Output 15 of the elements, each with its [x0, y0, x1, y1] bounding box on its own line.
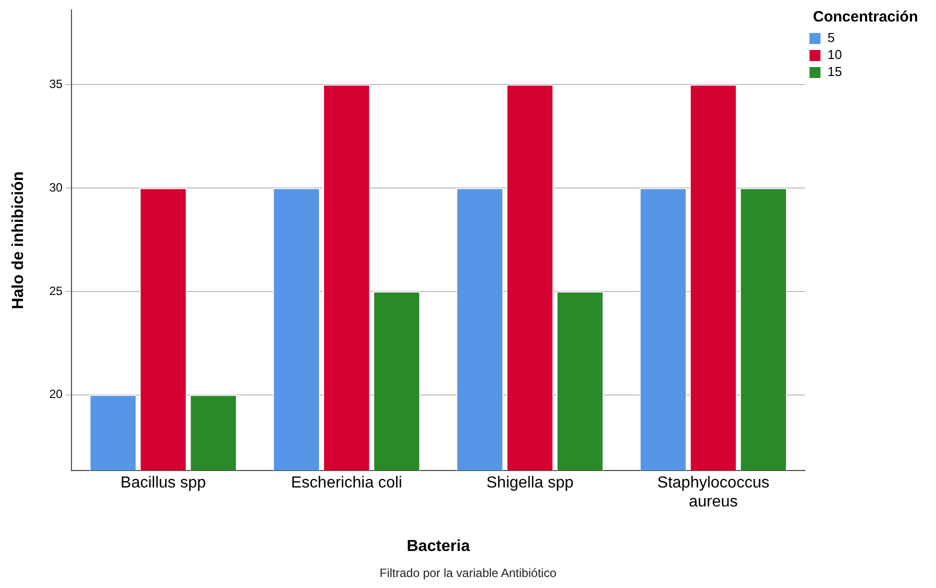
legend-label: 10 [827, 47, 842, 62]
legend-label: 15 [827, 64, 842, 80]
legend-label: 5 [827, 30, 835, 46]
y-tick-label: 35 [49, 76, 63, 91]
x-tick-label: Bacillus spp [120, 474, 206, 492]
y-tick-label: 20 [49, 387, 63, 402]
legend-title: Concentración [812, 8, 918, 26]
x-tick-label: Staphylococcus aureus [657, 474, 770, 511]
y-axis-title: Halo de inhibición [10, 171, 28, 310]
y-tick-label: 25 [49, 284, 63, 298]
text: Filtrado por la variable Antibiótico [378, 566, 558, 580]
x-tick-label: Shigella spp [486, 474, 574, 492]
y-tick-label: 30 [49, 180, 63, 194]
x-axis-title: Bacteria [406, 538, 470, 555]
x-tick-label: Escherichia coli [291, 474, 402, 492]
